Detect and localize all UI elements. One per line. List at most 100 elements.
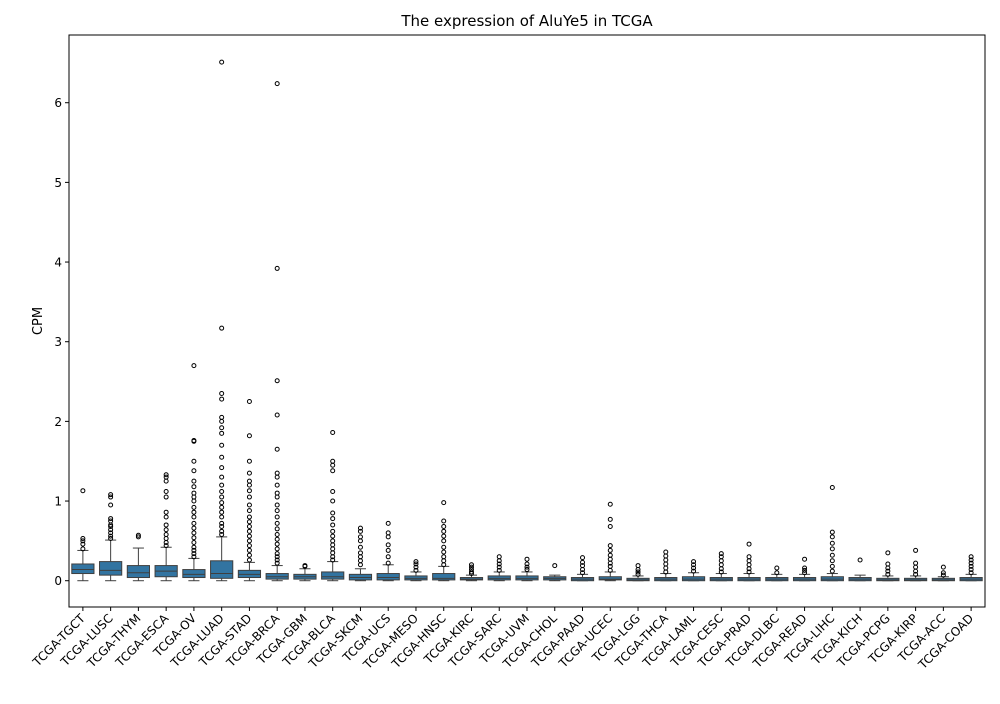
outlier-point [441, 518, 447, 524]
outlier-point [802, 556, 808, 562]
outlier-point [108, 535, 114, 541]
outlier-point [357, 544, 363, 550]
outlier-point [357, 525, 363, 531]
outlier-point [191, 490, 197, 496]
outlier-point [774, 570, 780, 576]
box-body [210, 560, 234, 579]
outlier-point [191, 544, 197, 550]
outlier-point [441, 538, 447, 544]
box-body [598, 576, 622, 581]
outlier-point [829, 568, 835, 574]
outlier-point [691, 568, 697, 574]
outlier-point [330, 538, 336, 544]
outlier-point [219, 488, 225, 494]
outlier-point [940, 564, 946, 570]
outlier-point [552, 563, 558, 569]
outlier-point [191, 484, 197, 490]
outlier-point [246, 398, 252, 404]
outlier-point [330, 488, 336, 494]
outlier-point [413, 561, 419, 567]
outlier-point [829, 552, 835, 558]
outlier-point [663, 561, 669, 567]
outlier-point [274, 551, 280, 557]
outlier-point [968, 560, 974, 566]
outlier-point [191, 525, 197, 531]
outlier-point [219, 509, 225, 515]
outlier-point [885, 561, 891, 567]
outlier-point [968, 563, 974, 569]
outlier-point [802, 570, 808, 576]
outlier-point [163, 488, 169, 494]
outlier-point [385, 542, 391, 548]
outlier-point [385, 554, 391, 560]
outlier-point [274, 265, 280, 271]
outlier-point [413, 564, 419, 570]
outlier-point [274, 520, 280, 526]
outlier-point [718, 569, 724, 575]
outlier-point [357, 554, 363, 560]
outlier-point [274, 532, 280, 538]
outlier-point [607, 524, 613, 530]
outlier-point [829, 534, 835, 540]
outlier-point [246, 458, 252, 464]
outlier-point [163, 474, 169, 480]
outlier-point [663, 553, 669, 559]
outlier-point [219, 396, 225, 402]
outlier-point [330, 516, 336, 522]
outlier-point [718, 558, 724, 564]
outlier-point [191, 468, 197, 474]
outlier-point [330, 458, 336, 464]
outlier-point [274, 546, 280, 552]
outlier-point [691, 562, 697, 568]
outlier-point [246, 470, 252, 476]
outlier-point [191, 498, 197, 504]
outlier-point [219, 500, 225, 506]
outlier-point [607, 552, 613, 558]
outlier-point [274, 470, 280, 476]
outlier-point [607, 547, 613, 553]
outlier-point [219, 520, 225, 526]
outlier-point [968, 570, 974, 576]
outlier-point [330, 546, 336, 552]
outlier-point [885, 568, 891, 574]
y-tick-label: 3 [54, 335, 62, 349]
plot-area: 0123456TCGA-TGCTTCGA-LUSCTCGA-THYMTCGA-E… [29, 59, 983, 672]
y-axis-label: CPM [31, 307, 46, 335]
outlier-point [607, 516, 613, 522]
outlier-point [330, 462, 336, 468]
outlier-point [108, 527, 114, 533]
outlier-point [163, 514, 169, 520]
outlier-point [108, 516, 114, 522]
outlier-point [191, 554, 197, 560]
outlier-point [191, 530, 197, 536]
outlier-point [80, 535, 86, 541]
outlier-point [219, 454, 225, 460]
outlier-point [219, 474, 225, 480]
y-tick-label: 4 [54, 256, 62, 270]
outlier-point [330, 557, 336, 563]
outlier-point [829, 485, 835, 491]
outlier-point [607, 543, 613, 549]
outlier-point [441, 533, 447, 539]
outlier-point [246, 478, 252, 484]
outlier-point [191, 458, 197, 464]
outlier-point [191, 551, 197, 557]
outlier-point [718, 554, 724, 560]
y-tick-label: 6 [54, 96, 62, 110]
outlier-point [357, 534, 363, 540]
outlier-point [219, 524, 225, 530]
outlier-point [580, 570, 586, 576]
outlier-point [274, 490, 280, 496]
box-body [321, 571, 345, 580]
outlier-point [330, 533, 336, 539]
outlier-point [441, 524, 447, 530]
outlier-point [80, 488, 86, 494]
outlier-point [607, 556, 613, 562]
outlier-point [468, 567, 474, 573]
outlier-point [191, 539, 197, 545]
outlier-point [246, 502, 252, 508]
chart-title: The expression of AluYe5 in TCGA [400, 12, 653, 30]
outlier-point [246, 482, 252, 488]
outlier-point [940, 570, 946, 576]
outlier-point [635, 571, 641, 577]
